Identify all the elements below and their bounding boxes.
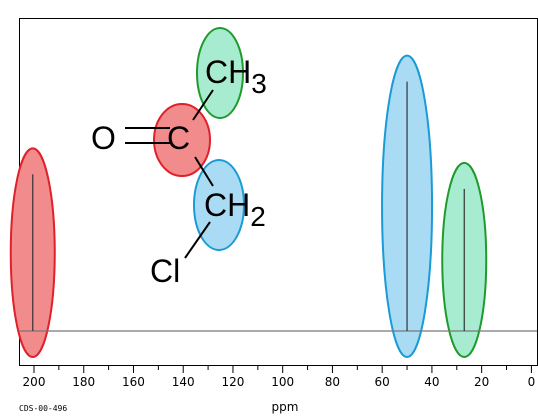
x-tick-label: 140 xyxy=(172,375,195,389)
x-axis-title: ppm xyxy=(272,400,299,414)
bond-ch2-cl xyxy=(184,221,211,259)
x-tick-label: 40 xyxy=(424,375,439,389)
x-tick-label: 120 xyxy=(222,375,245,389)
spectrum-id: CDS-00-496 xyxy=(19,404,67,413)
x-tick-label: 20 xyxy=(474,375,489,389)
atom-cl-label: Cl xyxy=(150,253,180,289)
ch3-main: CH xyxy=(205,54,251,90)
ch3-subscript: 3 xyxy=(251,68,267,99)
molecule-structure: O C CH3 CH2 Cl xyxy=(91,27,267,289)
ch2-subscript: 2 xyxy=(250,201,266,232)
ch2-label: CH2 xyxy=(204,187,266,232)
x-tick-label: 100 xyxy=(271,375,294,389)
x-tick-label: 80 xyxy=(325,375,340,389)
spectrum-group xyxy=(19,81,537,332)
x-tick-label: 180 xyxy=(72,375,95,389)
ch3-label: CH3 xyxy=(205,54,267,99)
ch2-main: CH xyxy=(204,187,250,223)
x-tick-label: 160 xyxy=(122,375,145,389)
x-tick-label: 0 xyxy=(528,375,536,389)
atom-c-label: C xyxy=(167,120,190,156)
x-tick-label: 200 xyxy=(23,375,46,389)
x-tick-label: 60 xyxy=(375,375,390,389)
x-axis: 200 180 160 140 120 100 80 60 40 20 0 xyxy=(23,366,536,389)
bond-c-ch2 xyxy=(194,156,214,187)
bond-c-ch3 xyxy=(192,89,214,121)
atom-o-label: O xyxy=(91,120,116,156)
